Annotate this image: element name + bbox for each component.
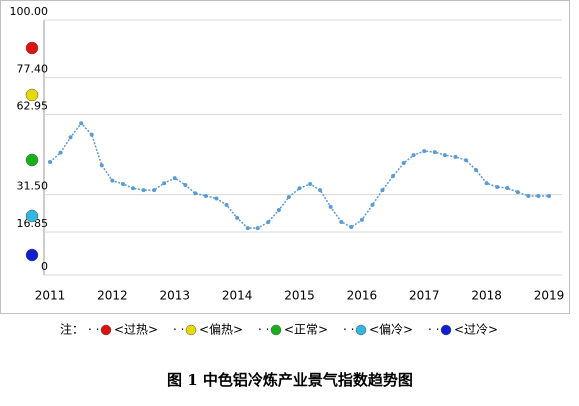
data-point xyxy=(276,207,281,212)
data-point xyxy=(120,181,125,186)
data-point xyxy=(193,191,198,196)
data-point xyxy=(308,181,313,186)
chart-frame xyxy=(0,0,570,314)
legend-swatch xyxy=(100,324,112,336)
data-point xyxy=(99,163,104,168)
x-tick-label: 2013 xyxy=(159,289,190,303)
legend-label: <偏热> xyxy=(199,322,243,337)
legend-separator: · · xyxy=(258,323,269,337)
legend-swatch xyxy=(270,324,282,336)
x-tick-label: 2019 xyxy=(534,289,565,303)
data-point xyxy=(318,188,323,193)
legend-separator: · · xyxy=(343,323,354,337)
legend-separator: · · xyxy=(88,323,99,337)
y-tick-label: 77.40 xyxy=(17,63,49,76)
data-point xyxy=(536,193,541,198)
legend-swatch xyxy=(185,324,197,336)
data-point xyxy=(286,194,291,199)
x-tick-label: 2012 xyxy=(97,289,128,303)
data-point xyxy=(515,190,520,195)
x-tick-label: 2014 xyxy=(222,289,253,303)
legend-label: <过热> xyxy=(114,323,158,337)
data-point xyxy=(297,186,302,191)
data-point xyxy=(474,167,479,172)
level-indicator xyxy=(25,248,39,262)
data-point xyxy=(68,135,73,140)
data-point xyxy=(339,219,344,224)
data-point xyxy=(484,181,489,186)
data-point xyxy=(370,202,375,207)
data-point xyxy=(453,154,458,159)
data-point xyxy=(401,161,406,166)
data-point xyxy=(89,132,94,137)
data-point xyxy=(162,181,167,186)
data-point xyxy=(526,193,531,198)
x-tick-label: 2016 xyxy=(347,289,378,303)
data-point xyxy=(411,153,416,158)
data-point xyxy=(224,202,229,207)
data-point xyxy=(235,215,240,220)
data-point xyxy=(422,149,427,154)
legend-swatch xyxy=(355,324,367,336)
data-point xyxy=(464,158,469,163)
data-point xyxy=(172,176,177,181)
data-point xyxy=(141,188,146,193)
level-indicator xyxy=(25,153,39,167)
series-line xyxy=(49,122,549,229)
data-point xyxy=(79,121,84,126)
data-point xyxy=(442,153,447,158)
legend-separator: · · xyxy=(428,323,439,337)
data-point xyxy=(495,185,500,190)
legend-label: <正常> xyxy=(284,323,328,337)
legend-swatch xyxy=(440,324,452,336)
level-indicator xyxy=(25,88,39,102)
data-point xyxy=(130,186,135,191)
y-tick-label: 31.50 xyxy=(17,180,49,193)
legend-label: <偏冷> xyxy=(369,322,413,337)
data-point xyxy=(328,204,333,209)
data-point xyxy=(214,196,219,201)
x-tick-label: 2011 xyxy=(35,289,66,303)
legend-separator: · · xyxy=(173,323,184,337)
data-point xyxy=(505,186,510,191)
level-indicator xyxy=(25,41,39,55)
data-point xyxy=(391,174,396,179)
y-tick-label: 62.95 xyxy=(17,99,49,112)
y-tick-label: 100.00 xyxy=(10,5,49,18)
data-point xyxy=(547,193,551,198)
data-point xyxy=(245,226,250,231)
data-point xyxy=(432,150,437,155)
x-tick-label: 2017 xyxy=(409,289,440,303)
legend-label: <过冷> xyxy=(454,323,498,337)
x-tick-label: 2018 xyxy=(471,289,502,303)
level-indicator xyxy=(25,209,39,223)
data-point xyxy=(58,150,63,155)
data-point xyxy=(183,182,188,187)
data-point xyxy=(152,188,157,193)
data-point xyxy=(266,219,271,224)
y-tick-label: 0 xyxy=(41,260,48,273)
data-point xyxy=(349,225,354,230)
data-point xyxy=(380,188,385,193)
x-tick-label: 2015 xyxy=(284,289,315,303)
data-point xyxy=(110,178,115,183)
y-tick-label: 16.85 xyxy=(17,217,49,230)
data-point xyxy=(203,193,208,198)
data-point xyxy=(255,226,260,231)
legend-title: 注： xyxy=(60,322,84,337)
caption: 图 1 中色铝冷炼产业景气指数趋势图 xyxy=(167,371,413,389)
data-point xyxy=(48,160,52,165)
data-point xyxy=(359,217,364,222)
